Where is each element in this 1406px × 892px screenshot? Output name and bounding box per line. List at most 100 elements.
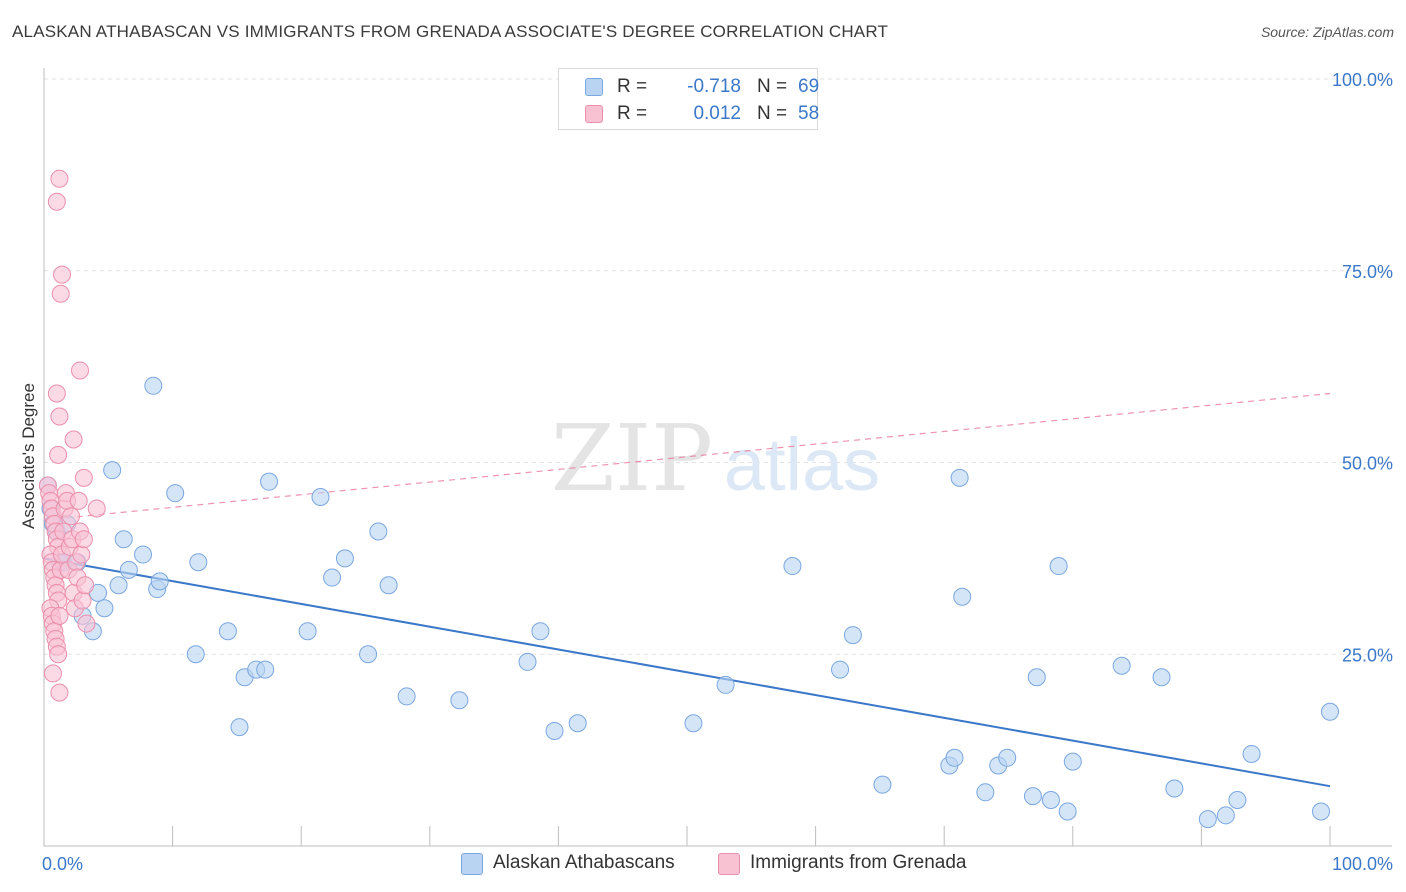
grenada-point <box>74 468 93 487</box>
legend-n-value: 69 <box>798 76 820 97</box>
grenada-point <box>44 664 63 683</box>
trend-lines <box>43 392 1331 788</box>
legend-r-value: -0.718 <box>687 76 741 97</box>
athabascan-point <box>716 675 735 694</box>
athabascan-point <box>1242 744 1261 763</box>
legend-r-value: 0.012 <box>693 103 741 124</box>
athabascan-point <box>1027 668 1046 687</box>
athabascan-point <box>103 461 122 480</box>
athabascan-point <box>1041 790 1060 809</box>
athabascan-point <box>568 714 587 733</box>
athabascan-point <box>218 622 237 641</box>
athabascan-point <box>998 748 1017 767</box>
legend-r-label: R = <box>617 103 648 124</box>
athabascan-point <box>359 645 378 664</box>
athabascan-point <box>1058 802 1077 821</box>
athabascan-point <box>379 576 398 595</box>
grenada-point <box>77 614 96 633</box>
grenada-point <box>74 530 93 549</box>
source-label: Source: ZipAtlas.com <box>1260 24 1394 40</box>
grenada-point <box>71 361 90 380</box>
athabascan-point <box>1023 787 1042 806</box>
y-tick-label: 100.0% <box>1332 70 1393 90</box>
athabascan-point <box>1321 702 1339 721</box>
athabascan-point <box>119 560 138 579</box>
athabascan-point <box>1063 752 1082 771</box>
athabascan-point <box>109 576 128 595</box>
athabascan-point <box>186 645 205 664</box>
grenada-point <box>50 407 69 426</box>
legend-n-label: N = <box>757 103 788 124</box>
athabascan-point <box>953 587 972 606</box>
grenada-point <box>50 606 69 625</box>
athabascan-point <box>873 775 892 794</box>
athabascan-point <box>1198 810 1217 829</box>
athabascan-point <box>1112 656 1131 675</box>
athabascan-point <box>230 718 249 737</box>
y-tick-label: 25.0% <box>1342 645 1393 665</box>
athabascan-point <box>311 488 330 507</box>
watermark-atlas: atlas <box>724 423 880 506</box>
grenada-point <box>47 384 66 403</box>
x-tick-label-min: 0.0% <box>42 854 83 874</box>
correlation-legend: R = -0.718 N = 69 R = 0.012 N = 58 <box>558 68 820 130</box>
athabascan-point <box>134 545 153 564</box>
legend-swatch-grenada <box>585 105 603 123</box>
athabascan-point <box>369 522 388 541</box>
athabascan-point <box>298 622 317 641</box>
grenada-point <box>76 576 95 595</box>
athabascan-point <box>950 468 969 487</box>
athabascan-point <box>531 622 550 641</box>
athabascan-point <box>323 568 342 587</box>
grenada-point <box>49 645 68 664</box>
athabascan-point <box>945 748 964 767</box>
athabascan-point <box>114 530 133 549</box>
athabascan-point <box>783 557 802 576</box>
x-tick-label-max: 100.0% <box>1332 854 1393 874</box>
athabascan-trend-line <box>43 557 1331 788</box>
athabascan-point <box>976 783 995 802</box>
y-tick-label: 75.0% <box>1342 262 1393 282</box>
series-swatch-grenada <box>718 853 740 875</box>
athabascan-point <box>189 553 208 572</box>
grenada-point <box>49 445 68 464</box>
grenada-point <box>47 192 66 211</box>
athabascan-point <box>843 626 862 645</box>
legend-swatch-athabascans <box>585 78 603 96</box>
athabascan-point <box>831 660 850 679</box>
athabascan-point <box>684 714 703 733</box>
legend-r-label: R = <box>617 76 648 97</box>
athabascan-point <box>256 660 275 679</box>
athabascan-point <box>1216 806 1235 825</box>
grenada-point <box>69 491 88 510</box>
y-axis-label: Associate's Degree <box>19 383 38 529</box>
athabascan-point <box>166 484 185 503</box>
series-label-athabascans: Alaskan Athabascans <box>493 852 675 873</box>
grenada-point <box>73 591 92 610</box>
legend-n-label: N = <box>757 76 788 97</box>
watermark: ZIP atlas <box>551 405 880 512</box>
grenada-point <box>50 683 69 702</box>
legend-n-value: 58 <box>798 103 820 124</box>
y-tick-label: 50.0% <box>1342 454 1393 474</box>
grenada-point <box>62 507 81 526</box>
grenada-point <box>72 545 91 564</box>
grenada-point <box>50 169 69 188</box>
chart-title: ALASKAN ATHABASCAN VS IMMIGRANTS FROM GR… <box>12 22 889 41</box>
athabascan-point <box>518 652 537 671</box>
watermark-zip: ZIP <box>551 405 713 512</box>
y-tick-labels: 25.0% 50.0% 75.0% 100.0% <box>1332 70 1393 665</box>
athabascan-point <box>1311 802 1330 821</box>
series-label-grenada: Immigrants from Grenada <box>750 852 967 873</box>
athabascan-point <box>1152 668 1171 687</box>
athabascan-point <box>545 721 564 740</box>
grenada-point <box>51 284 70 303</box>
athabascan-point <box>397 687 416 706</box>
athabascan-point <box>1049 557 1068 576</box>
data-points <box>38 169 1339 829</box>
athabascan-point <box>450 691 469 710</box>
athabascan-point <box>95 599 114 618</box>
athabascan-point <box>335 549 354 568</box>
grenada-point <box>87 499 106 518</box>
